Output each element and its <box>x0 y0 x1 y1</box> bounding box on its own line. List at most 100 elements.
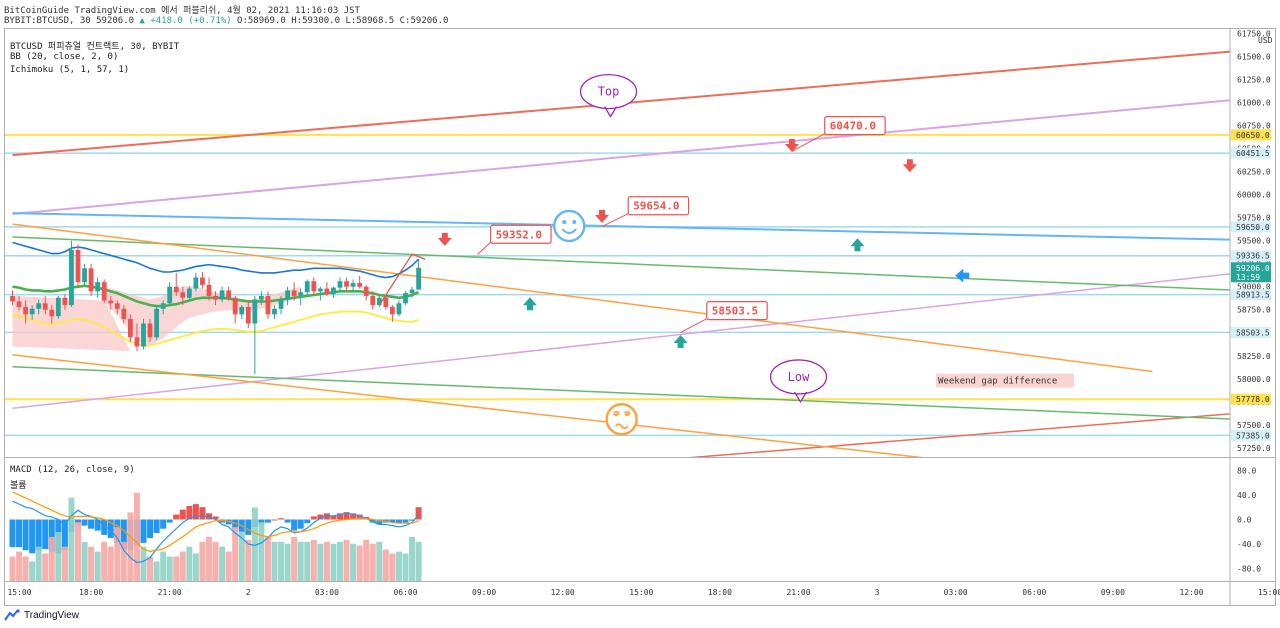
last-price: 59206.0 <box>96 16 135 26</box>
macd-histogram-bar <box>409 519 416 521</box>
volume-bar <box>219 546 226 581</box>
volume-bar <box>206 536 212 581</box>
volume-bar <box>402 553 409 581</box>
macd-histogram-bar <box>101 519 108 535</box>
down-arrow-icon <box>784 138 799 152</box>
macd-histogram-bar <box>173 514 180 520</box>
volume-bar <box>186 546 193 581</box>
macd-histogram-bar <box>94 519 101 531</box>
macd-histogram-bar <box>369 519 376 523</box>
candle <box>311 281 317 292</box>
price-tick-label: 59500.0 <box>1237 237 1271 246</box>
time-tick-label: 09:00 <box>472 588 496 597</box>
time-tick-label: 18:00 <box>79 588 103 597</box>
volume-bar <box>278 541 285 581</box>
price-tick-label: 57250.0 <box>1237 444 1271 453</box>
volume-bar <box>16 551 23 581</box>
candle <box>69 249 74 306</box>
volume-bar <box>330 543 337 581</box>
volume-bar <box>376 541 383 581</box>
macd-histogram-bar <box>337 513 343 520</box>
volume-bar <box>350 543 357 581</box>
face-mouth <box>614 423 629 430</box>
macd-histogram-bar <box>278 518 285 520</box>
trendline <box>12 223 1153 373</box>
candle <box>357 283 363 287</box>
volume-bar <box>9 556 16 581</box>
candle <box>101 282 107 301</box>
candle <box>213 295 218 300</box>
candle <box>23 306 28 315</box>
macd-histogram-bar <box>304 519 311 524</box>
price-tick-label: 59750.0 <box>1237 214 1271 223</box>
face-eye <box>562 219 567 224</box>
price-change: ▲ +418.0 (+0.71%) <box>139 16 232 26</box>
volume-bar <box>369 543 376 581</box>
candle <box>154 308 159 338</box>
macd-histogram-bar <box>317 514 324 520</box>
candle <box>396 303 402 315</box>
macd-histogram-bar <box>297 519 304 529</box>
macd-histogram-bar <box>147 519 154 538</box>
legend-volume[interactable]: 볼륨 <box>10 481 27 491</box>
volume-bar <box>42 553 49 581</box>
volume-bar <box>127 512 134 581</box>
callout-label: 58503.5 <box>712 305 758 318</box>
callout-pointer <box>791 133 825 152</box>
candle <box>180 292 186 298</box>
legend-macd[interactable]: MACD (12, 26, close, 9) <box>10 465 135 475</box>
trendline <box>12 273 1230 409</box>
candle <box>278 299 284 309</box>
candle <box>350 283 356 287</box>
tradingview-brand: TradingView <box>24 609 80 621</box>
face-eye <box>613 410 620 416</box>
volume-bar <box>199 541 206 581</box>
legend-main[interactable]: BTCUSD 퍼피츄얼 컨트랙트, 30, BYBIT <box>10 42 180 52</box>
countdown-label: 13:59 <box>1236 273 1260 282</box>
volume-bar <box>29 561 36 581</box>
time-tick-label: 06:00 <box>393 588 417 597</box>
candle <box>160 303 166 309</box>
candle <box>239 306 245 315</box>
macd-histogram-bar <box>310 516 317 520</box>
candle <box>167 286 173 304</box>
macd-histogram-bar <box>107 519 114 538</box>
volume-bar <box>337 541 343 581</box>
volume-bar <box>212 541 219 581</box>
volume-bar <box>81 541 88 581</box>
volume-bar <box>147 556 154 581</box>
volume-bar <box>297 541 304 581</box>
volume-bar <box>75 522 81 581</box>
candle <box>147 323 153 338</box>
price-tick-label: 58250.0 <box>1237 352 1271 361</box>
ichimoku-cloud-left <box>12 295 131 352</box>
left-arrow-icon <box>955 268 970 283</box>
volume-bar <box>225 551 232 581</box>
macd-histogram-bar <box>120 519 127 550</box>
time-tick-label: 3 <box>875 588 880 597</box>
down-arrow-icon <box>437 232 452 246</box>
time-tick-label: 15:00 <box>629 588 653 597</box>
macd-histogram-bar <box>9 519 16 548</box>
price-label: 57778.0 <box>1236 395 1270 404</box>
legend-bb[interactable]: BB (20, close, 2, 0) <box>10 52 119 62</box>
macd-histogram-bar <box>88 519 95 529</box>
candle <box>245 306 251 324</box>
macd-histogram-bar <box>343 512 350 520</box>
macd-histogram-bar <box>81 519 88 526</box>
dizzy-face-icon <box>605 403 638 436</box>
tradingview-logo[interactable]: TradingView <box>4 609 79 621</box>
chart-frame[interactable] <box>4 28 1276 606</box>
macd-histogram-bar <box>376 519 383 525</box>
candle <box>42 303 48 310</box>
candle <box>363 286 369 296</box>
candle <box>317 288 323 292</box>
volume-bar <box>153 561 160 581</box>
time-tick-label: 2 <box>246 588 251 597</box>
trendline <box>12 212 1230 241</box>
callout-pointer <box>680 318 708 333</box>
legend-ichimoku[interactable]: Ichimoku (5, 1, 57, 1) <box>10 65 130 75</box>
volume-bar <box>264 536 271 581</box>
symbol-label[interactable]: BYBIT:BTCUSD, 30 <box>4 16 91 26</box>
